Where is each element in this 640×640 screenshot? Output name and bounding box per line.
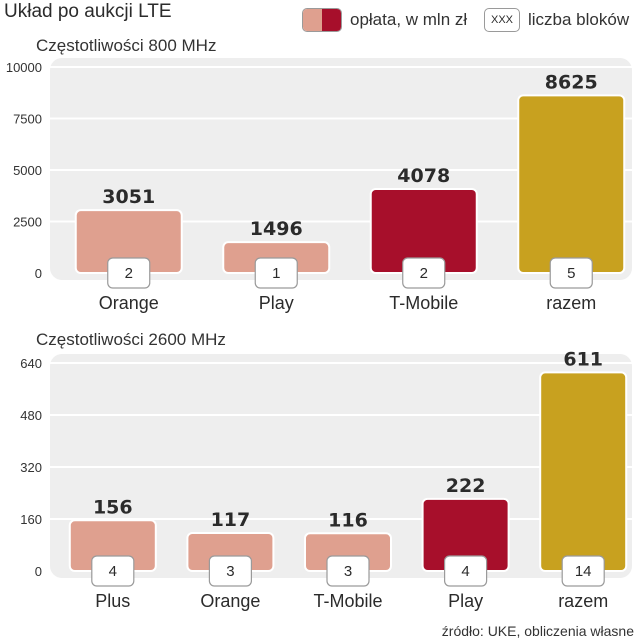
- chart-2-y-tick-label: 160: [20, 512, 42, 527]
- legend-swatch-operator: [303, 9, 322, 31]
- chart-2-y-tick-label: 640: [20, 356, 42, 371]
- chart-2-value-label: 222: [446, 475, 486, 497]
- chart-2-blocks-box: [208, 555, 252, 587]
- chart-2-value-label: 156: [93, 496, 133, 518]
- chart-2-blocks-label: 14: [575, 563, 592, 580]
- chart-1-blocks-box: [107, 257, 151, 289]
- chart-2-blocks-label: 3: [226, 563, 234, 580]
- legend-fee-label: opłata, w mln zł: [350, 10, 468, 29]
- chart-2-blocks-label: 4: [461, 563, 469, 580]
- legend-fee-swatch: [302, 8, 342, 32]
- chart-2-blocks-box: [91, 555, 135, 587]
- legend-blocks-box: XXX: [484, 8, 520, 32]
- chart-2-bar-razem: [539, 371, 628, 572]
- chart-2-blocks-box: [561, 555, 605, 587]
- chart-1-blocks-label: 2: [125, 265, 133, 282]
- chart-1-value-label: 3051: [102, 186, 155, 208]
- chart-1-blocks-label: 5: [567, 265, 575, 282]
- chart-2-value-label: 116: [328, 509, 368, 531]
- chart-2-category-label: Play: [448, 591, 483, 611]
- chart-2-value-label: 611: [563, 348, 603, 370]
- chart-1-value-label: 8625: [545, 71, 598, 93]
- chart-1-bar-razem: [517, 94, 626, 274]
- chart-1-blocks-label: 2: [420, 265, 428, 282]
- legend-fee: opłata, w mln zł: [302, 7, 467, 33]
- chart-1-y-tick-label: 2500: [13, 215, 42, 230]
- chart-2-category-label: T-Mobile: [313, 591, 382, 611]
- legend-blocks-label: liczba bloków: [528, 10, 630, 29]
- chart-1-value-label: 1496: [250, 218, 303, 240]
- chart-title: Układ po aukcji LTE: [4, 1, 172, 22]
- chart-1-blocks-box: [254, 257, 298, 289]
- chart-1-y-tick-label: 10000: [6, 60, 42, 75]
- chart-2-category-label: Plus: [95, 591, 130, 611]
- chart-2-y-tick-label: 320: [20, 460, 42, 475]
- legend-swatch-highlight: [322, 9, 341, 31]
- chart-1-category-label: T-Mobile: [389, 293, 458, 313]
- chart-2-category-label: razem: [558, 591, 608, 611]
- chart-1-y-tick-label: 7500: [13, 112, 42, 127]
- chart-2-blocks-box: [326, 555, 370, 587]
- chart-1-subtitle: Częstotliwości 800 MHz: [36, 36, 217, 55]
- chart-2-blocks-label: 4: [109, 563, 117, 580]
- chart-1-category-label: Play: [259, 293, 294, 313]
- chart-1-blocks-label: 1: [272, 265, 280, 282]
- chart-2-value-label: 117: [211, 509, 251, 531]
- source-note: źródło: UKE, obliczenia własne: [441, 623, 634, 639]
- chart-2-blocks-label: 3: [344, 563, 352, 580]
- chart-1-category-label: razem: [546, 293, 596, 313]
- chart-1-y-tick-label: 5000: [13, 163, 42, 178]
- chart-1-value-label: 4078: [397, 165, 450, 187]
- chart-2-y-tick-label: 480: [20, 408, 42, 423]
- chart-2-subtitle: Częstotliwości 2600 MHz: [36, 330, 226, 349]
- chart-2-category-label: Orange: [200, 591, 260, 611]
- chart-1-category-label: Orange: [99, 293, 159, 313]
- chart-1-blocks-box: [549, 257, 593, 289]
- chart-2-y-tick-label: 0: [35, 564, 42, 579]
- legend-blocks: XXX liczba bloków: [484, 7, 629, 33]
- chart-1-blocks-box: [402, 257, 446, 289]
- chart-1-y-tick-label: 0: [35, 266, 42, 281]
- chart-2-blocks-box: [444, 555, 488, 587]
